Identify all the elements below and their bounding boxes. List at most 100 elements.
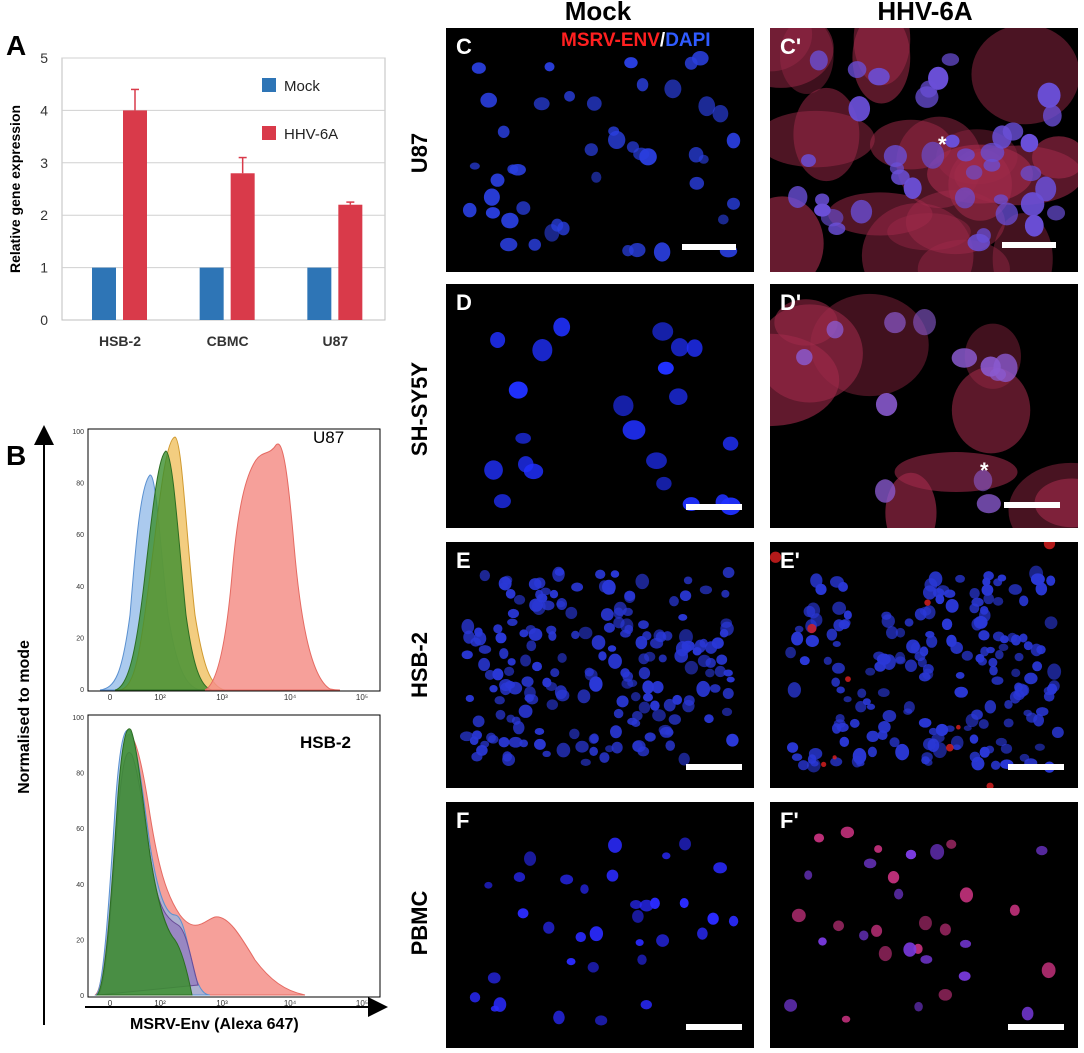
cell-nucleus (877, 688, 890, 697)
cell-nucleus (791, 631, 804, 646)
cell-nucleus (679, 897, 689, 909)
cell-nucleus (544, 62, 555, 72)
cell-nucleus (836, 722, 849, 732)
cell-nucleus (1020, 165, 1042, 182)
cell-nucleus (501, 212, 519, 229)
cell-nucleus (519, 739, 528, 748)
cell-nucleus (665, 729, 674, 736)
cell-nucleus (843, 610, 852, 620)
cell-nucleus (518, 456, 534, 473)
y-tick-label: 2 (40, 207, 48, 223)
cell-nucleus (528, 238, 541, 251)
cell-nucleus (622, 607, 633, 617)
bar-hhv-6a-cbmc (230, 173, 255, 320)
cell-nucleus (971, 709, 983, 720)
cell-nucleus (692, 646, 702, 656)
cell-nucleus (1029, 565, 1044, 582)
cell-nucleus (836, 686, 845, 694)
b-top-histogram (87, 428, 381, 692)
cell-nucleus (838, 620, 850, 630)
b-bottom-y-tick: 80 (76, 771, 84, 778)
cell-nucleus (794, 625, 804, 633)
cell-nucleus (835, 714, 845, 723)
cell-nucleus (665, 740, 676, 751)
cell-nucleus (831, 677, 840, 687)
cell-nucleus (882, 709, 897, 722)
cell-nucleus (950, 735, 964, 750)
cell-nucleus (696, 680, 711, 697)
cell-nucleus (855, 701, 867, 713)
cell-nucleus (813, 833, 825, 843)
cell-nucleus (651, 680, 664, 694)
cell-nucleus (926, 635, 938, 648)
cell-nucleus (995, 650, 1004, 660)
cell-nucleus (1003, 718, 1014, 728)
cell-nucleus (991, 676, 1004, 685)
cell-nucleus (904, 659, 918, 673)
cell-nucleus (728, 915, 739, 927)
cell-nucleus (699, 638, 708, 648)
cell-nucleus (705, 668, 715, 678)
b-bottom-title: HSB-2 (300, 733, 352, 752)
scale-bar (686, 504, 742, 510)
cell-nucleus (478, 645, 492, 654)
cell-nucleus (519, 629, 529, 638)
cell-nucleus (577, 689, 591, 704)
cell-nucleus (589, 746, 599, 757)
cell-nucleus (921, 141, 945, 169)
micrograph-label-d-prime: D' (780, 290, 802, 315)
cell-nucleus (971, 597, 984, 607)
cell-nucleus (722, 567, 735, 579)
cell-nucleus (1051, 726, 1064, 739)
cell-nucleus (722, 688, 734, 699)
cell-nucleus (624, 57, 638, 69)
cell-nucleus (1023, 641, 1033, 651)
b-bottom-x-tick: 10² (154, 999, 166, 1008)
cell-nucleus (1044, 616, 1058, 630)
cell-nucleus (971, 618, 983, 631)
b-bottom-y-tick: 60 (76, 826, 84, 833)
cell-nucleus (920, 955, 933, 964)
cell-nucleus (525, 624, 536, 635)
cell-nucleus (981, 584, 994, 596)
red-signal (807, 623, 817, 634)
cell-nucleus (796, 348, 813, 366)
cell-nucleus (605, 587, 615, 595)
cell-nucleus (589, 733, 599, 744)
cell-nucleus (504, 666, 515, 677)
cell-nucleus (471, 751, 483, 762)
cell-nucleus (798, 760, 809, 771)
cell-nucleus (785, 646, 796, 659)
b-bottom-histogram (87, 714, 381, 998)
cell-nucleus (804, 870, 813, 880)
cell-nucleus (461, 619, 475, 635)
cell-nucleus (1002, 122, 1024, 141)
cell-nucleus (678, 613, 688, 621)
cell-nucleus (507, 608, 520, 619)
cell-nucleus (587, 962, 599, 973)
cell-nucleus (459, 731, 474, 742)
cell-nucleus (946, 634, 957, 647)
cell-nucleus (973, 469, 993, 492)
cell-nucleus (469, 162, 480, 170)
cell-nucleus (820, 209, 844, 227)
b-top-y-tick: 0 (80, 687, 84, 694)
cell-nucleus (1010, 634, 1021, 646)
cell-nucleus (584, 143, 598, 156)
cell-nucleus (1041, 962, 1056, 979)
cell-nucleus (627, 679, 638, 688)
cell-nucleus (632, 909, 644, 923)
cell-nucleus (518, 704, 533, 718)
micrograph-label-f-prime: F' (780, 808, 799, 833)
cell-nucleus (894, 888, 904, 900)
row-label-pbmc: PBMC (407, 890, 432, 956)
y-tick-label: 5 (40, 50, 48, 66)
cell-nucleus (784, 999, 798, 1012)
cell-nucleus (508, 681, 523, 695)
cell-nucleus (484, 881, 493, 889)
cell-nucleus (613, 395, 634, 417)
cell-nucleus (656, 934, 670, 947)
cell-nucleus (806, 758, 821, 773)
col-header-hhv6a: HHV-6A (877, 0, 973, 26)
cell-nucleus (1024, 672, 1038, 685)
